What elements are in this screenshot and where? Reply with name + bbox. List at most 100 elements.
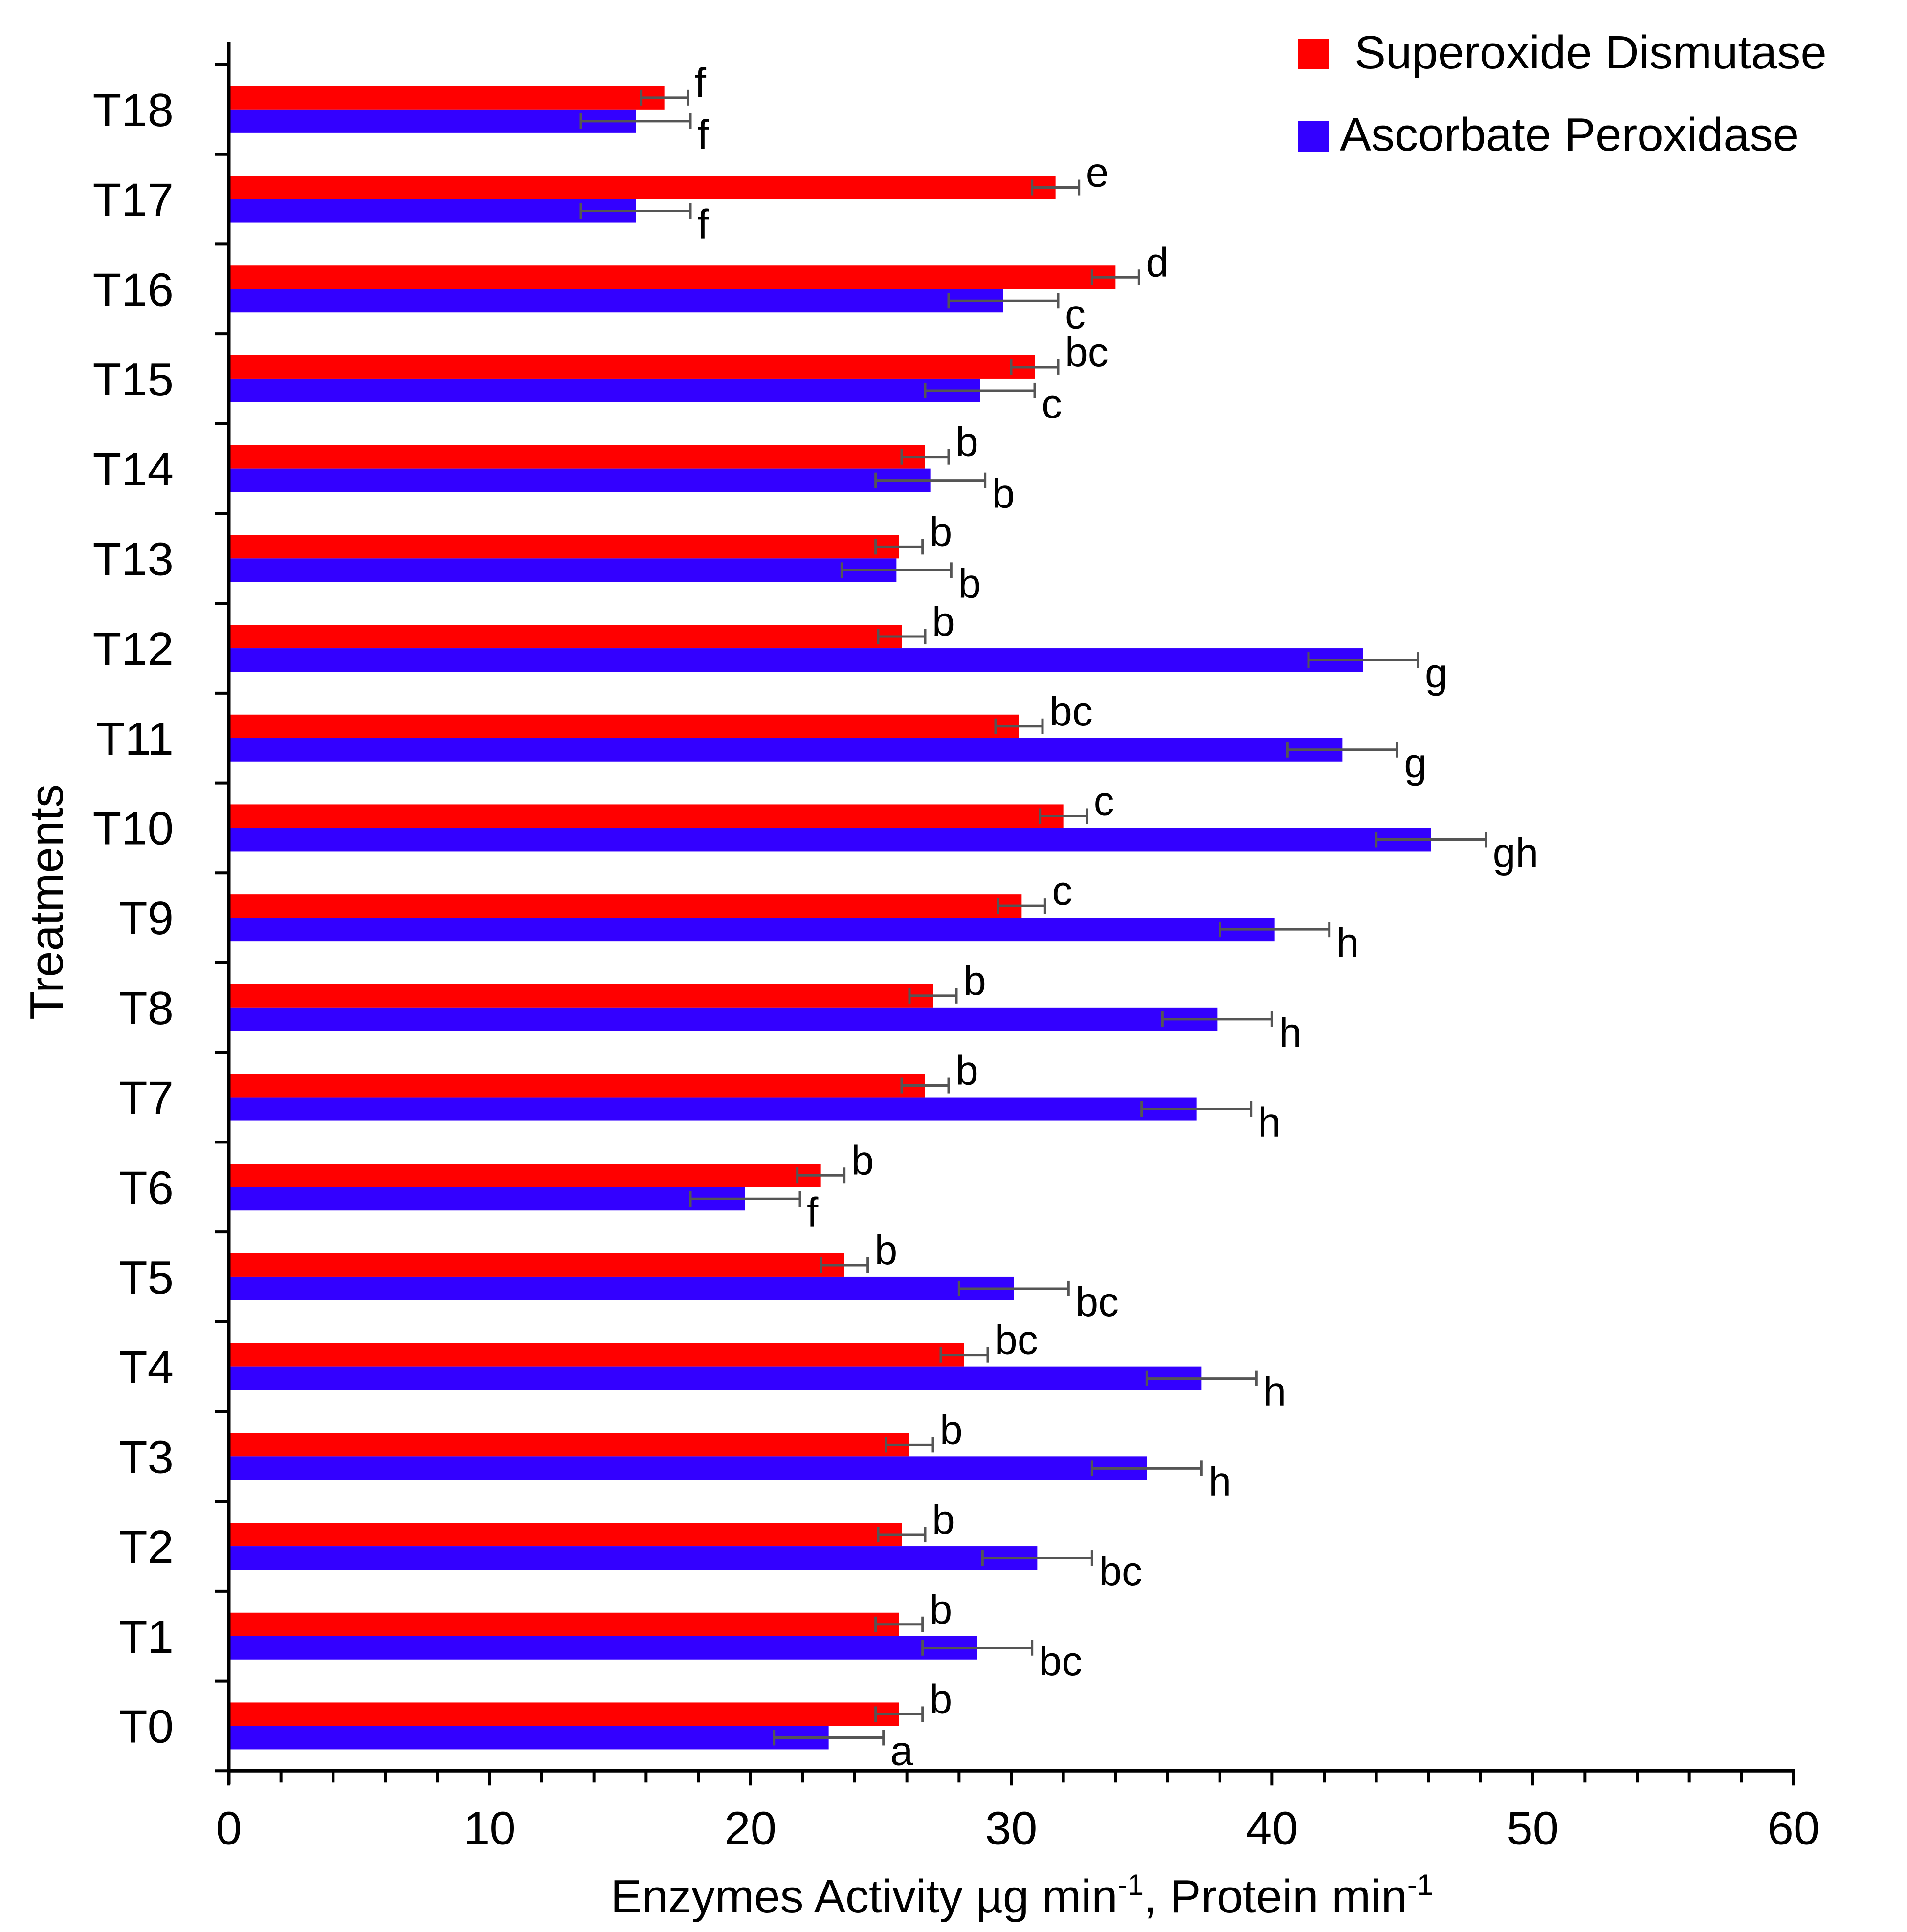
error-bar-ascorbate-peroxidase-t14: [874, 472, 987, 488]
letter-ascorbate-peroxidase-t2: bc: [1099, 1548, 1142, 1594]
error-bar-superoxide-dismutase-t7: [900, 1077, 950, 1094]
error-bar-superoxide-dismutase-t9: [997, 898, 1046, 914]
error-bar-superoxide-dismutase-t0: [874, 1706, 924, 1722]
letter-ascorbate-peroxidase-t13: b: [958, 560, 981, 606]
letter-superoxide-dismutase-t12: b: [932, 598, 955, 644]
bar-ascorbate-peroxidase-t17: [229, 199, 636, 223]
error-bar-ascorbate-peroxidase-t2: [981, 1550, 1093, 1566]
error-bar-ascorbate-peroxidase-t11: [1286, 742, 1398, 758]
letter-superoxide-dismutase-t5: b: [875, 1227, 898, 1273]
x-tick-label-60: 60: [1768, 1802, 1820, 1854]
error-bar-superoxide-dismutase-t15: [1010, 359, 1060, 375]
y-tick-label-t9: T9: [119, 892, 174, 944]
y-tick-label-t13: T13: [93, 533, 174, 585]
bar-superoxide-dismutase-t8: [229, 984, 933, 1008]
letter-superoxide-dismutase-t16: d: [1146, 239, 1169, 285]
error-bar-ascorbate-peroxidase-t15: [924, 382, 1036, 398]
y-tick-label-t18: T18: [93, 84, 174, 136]
bar-superoxide-dismutase-t3: [229, 1433, 909, 1457]
bar-superoxide-dismutase-t18: [229, 86, 665, 110]
letter-ascorbate-peroxidase-t3: h: [1208, 1458, 1231, 1504]
error-bar-ascorbate-peroxidase-t8: [1161, 1011, 1273, 1027]
error-bar-superoxide-dismutase-t12: [877, 629, 927, 645]
x-axis-title-superscript-2: -1: [1407, 1868, 1433, 1901]
letter-ascorbate-peroxidase-t12: g: [1425, 650, 1448, 696]
error-bar-ascorbate-peroxidase-t5: [957, 1280, 1070, 1296]
legend-label-superoxide-dismutase: Superoxide Dismutase: [1354, 26, 1827, 79]
letter-superoxide-dismutase-t11: bc: [1049, 688, 1093, 734]
y-tick-label-t0: T0: [119, 1700, 174, 1753]
letter-ascorbate-peroxidase-t11: g: [1404, 740, 1427, 786]
bar-superoxide-dismutase-t5: [229, 1253, 844, 1277]
error-bar-ascorbate-peroxidase-t0: [773, 1730, 885, 1746]
bar-ascorbate-peroxidase-t7: [229, 1097, 1197, 1121]
error-bar-superoxide-dismutase-t8: [908, 988, 958, 1004]
y-tick-label-t10: T10: [93, 802, 174, 855]
letter-ascorbate-peroxidase-t4: h: [1263, 1369, 1286, 1415]
letter-superoxide-dismutase-t4: bc: [995, 1317, 1038, 1363]
error-bar-superoxide-dismutase-t2: [877, 1527, 927, 1543]
bar-ascorbate-peroxidase-t2: [229, 1546, 1038, 1570]
error-bars-layer: [579, 89, 1487, 1746]
bar-superoxide-dismutase-t16: [229, 265, 1116, 289]
x-axis-title: Enzymes Activity µg min-1, Protein min-1: [611, 1868, 1434, 1923]
letter-ascorbate-peroxidase-t6: f: [807, 1189, 819, 1235]
legend-label-ascorbate-peroxidase: Ascorbate Peroxidase: [1340, 109, 1799, 161]
y-tick-label-t3: T3: [119, 1431, 174, 1483]
error-bar-superoxide-dismutase-t4: [939, 1347, 989, 1363]
significance-letters-layer: babbcbbcbhbchbbcbfbhbhchcghbcgbgbbbbbccd…: [695, 60, 1538, 1774]
bar-superoxide-dismutase-t11: [229, 714, 1019, 738]
x-tick-label-0: 0: [216, 1802, 242, 1854]
letter-superoxide-dismutase-t1: b: [930, 1586, 953, 1632]
bar-ascorbate-peroxidase-t15: [229, 378, 980, 402]
error-bar-ascorbate-peroxidase-t7: [1140, 1101, 1253, 1117]
error-bar-ascorbate-peroxidase-t6: [689, 1191, 801, 1207]
bar-ascorbate-peroxidase-t13: [229, 558, 897, 582]
error-bar-ascorbate-peroxidase-t18: [579, 113, 692, 129]
y-tick-label-t4: T4: [119, 1341, 174, 1394]
y-tick-label-t2: T2: [119, 1521, 174, 1573]
legend-swatch-ascorbate-peroxidase: [1298, 121, 1329, 152]
legend-item-superoxide-dismutase: Superoxide Dismutase: [1298, 26, 1827, 79]
bar-superoxide-dismutase-t4: [229, 1343, 964, 1367]
legend-swatch-superoxide-dismutase: [1298, 39, 1329, 69]
axes-layer: [215, 42, 1795, 1786]
y-tick-label-t16: T16: [93, 263, 174, 316]
letter-superoxide-dismutase-t7: b: [955, 1048, 978, 1094]
bar-ascorbate-peroxidase-t4: [229, 1366, 1202, 1390]
bar-ascorbate-peroxidase-t6: [229, 1187, 745, 1211]
legend: Superoxide Dismutase Ascorbate Peroxidas…: [1298, 26, 1827, 161]
letter-ascorbate-peroxidase-t10: gh: [1493, 830, 1538, 876]
bar-superoxide-dismutase-t6: [229, 1164, 821, 1187]
bar-superoxide-dismutase-t1: [229, 1612, 899, 1636]
error-bar-superoxide-dismutase-t16: [1090, 269, 1140, 285]
bar-superoxide-dismutase-t0: [229, 1702, 899, 1726]
error-bar-superoxide-dismutase-t17: [1031, 179, 1081, 196]
y-tick-label-t11: T11: [96, 713, 174, 765]
y-tick-label-t15: T15: [93, 353, 174, 406]
y-tick-label-t14: T14: [93, 443, 174, 496]
letter-superoxide-dismutase-t17: e: [1086, 150, 1109, 196]
x-axis-title-superscript-1: -1: [1118, 1868, 1144, 1901]
tick-labels-layer: T0 T1 T2 T3 T4 T5 T6 T7 T8 T9 T10 T11 T12 T13 T14 T15 T1…: [93, 84, 1820, 1854]
y-tick-label-t5: T5: [119, 1251, 174, 1304]
letter-superoxide-dismutase-t9: c: [1052, 868, 1072, 914]
letter-ascorbate-peroxidase-t15: c: [1042, 381, 1062, 427]
y-axis-title: Treatments: [21, 784, 73, 1020]
letter-ascorbate-peroxidase-t16: c: [1065, 291, 1086, 337]
letter-superoxide-dismutase-t13: b: [930, 508, 953, 554]
bar-superoxide-dismutase-t2: [229, 1523, 902, 1547]
bar-ascorbate-peroxidase-t0: [229, 1726, 829, 1750]
error-bar-ascorbate-peroxidase-t12: [1307, 652, 1419, 668]
bar-superoxide-dismutase-t17: [229, 176, 1056, 199]
bar-ascorbate-peroxidase-t16: [229, 289, 1003, 313]
bar-ascorbate-peroxidase-t18: [229, 109, 636, 133]
bar-superoxide-dismutase-t7: [229, 1074, 925, 1098]
x-axis-title-part-2: , Protein min: [1144, 1870, 1407, 1923]
error-bar-superoxide-dismutase-t5: [820, 1257, 869, 1273]
bar-superoxide-dismutase-t10: [229, 804, 1064, 828]
legend-item-ascorbate-peroxidase: Ascorbate Peroxidase: [1298, 109, 1799, 161]
letter-superoxide-dismutase-t0: b: [930, 1676, 953, 1722]
error-bar-ascorbate-peroxidase-t1: [921, 1640, 1034, 1656]
x-axis-title-part-1: Enzymes Activity µg min: [611, 1870, 1118, 1923]
